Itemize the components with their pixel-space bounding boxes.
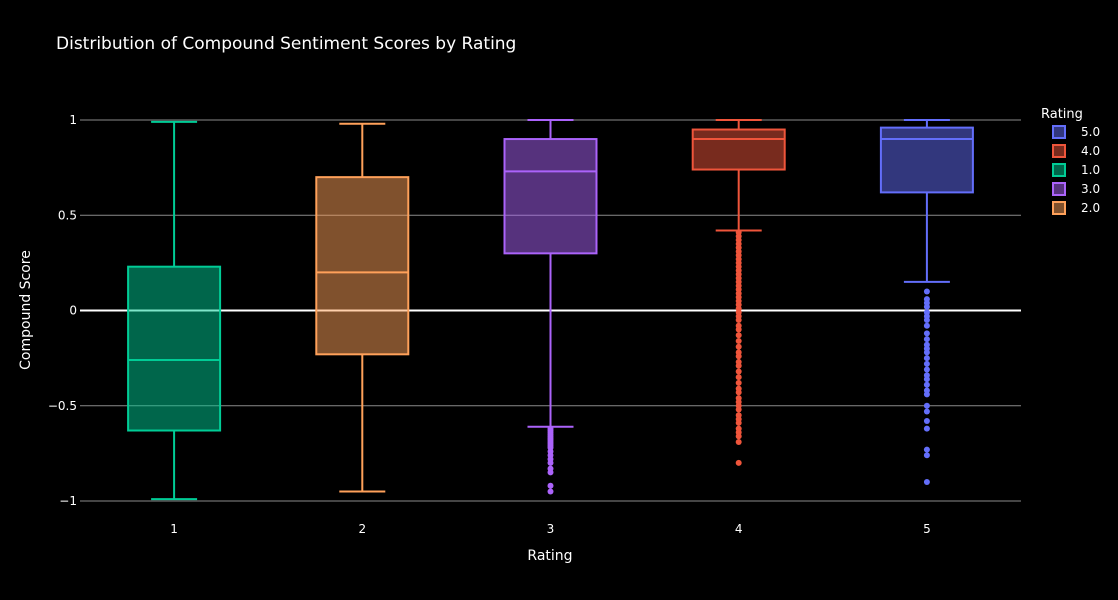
box-series-3 bbox=[503, 119, 598, 495]
iqr-box bbox=[127, 265, 222, 432]
legend-title: Rating bbox=[1041, 107, 1083, 122]
x-tick-label: 4 bbox=[735, 522, 743, 536]
outlier-point bbox=[735, 406, 742, 413]
outlier-point bbox=[735, 433, 742, 440]
outlier-point bbox=[735, 419, 742, 426]
x-tick-labels: 1 2 3 4 5 bbox=[170, 522, 930, 536]
box-series-5 bbox=[879, 119, 974, 485]
iqr-box bbox=[503, 138, 598, 255]
outlier-point bbox=[923, 336, 930, 343]
y-tick-label: −0.5 bbox=[48, 399, 77, 413]
outlier-point bbox=[923, 288, 930, 295]
outlier-point bbox=[735, 374, 742, 381]
legend-swatch bbox=[1052, 144, 1066, 158]
y-axis-title: Compound Score bbox=[18, 250, 34, 370]
outlier-point bbox=[923, 478, 930, 485]
x-tick-label: 2 bbox=[358, 522, 366, 536]
outlier-point bbox=[923, 452, 930, 459]
outlier-point bbox=[735, 337, 742, 344]
iqr-box bbox=[691, 128, 786, 171]
outlier-point bbox=[735, 317, 742, 324]
outlier-point bbox=[923, 446, 930, 453]
outlier-point bbox=[923, 349, 930, 356]
x-tick-label: 5 bbox=[923, 522, 931, 536]
outlier-point bbox=[923, 317, 930, 324]
y-tick-label: −1 bbox=[59, 494, 77, 508]
x-tick-label: 1 bbox=[170, 522, 178, 536]
outlier-point bbox=[923, 360, 930, 367]
outlier-point bbox=[735, 326, 742, 333]
outlier-point bbox=[923, 408, 930, 415]
iqr-box bbox=[879, 126, 974, 194]
outlier-point bbox=[923, 417, 930, 424]
legend-swatch bbox=[1052, 163, 1066, 177]
outlier-point bbox=[735, 438, 742, 445]
y-tick-label: 1 bbox=[69, 113, 77, 127]
outlier-point bbox=[923, 402, 930, 409]
legend: Rating 5.0 4.0 1.0 3.0 2.0 bbox=[1041, 107, 1100, 215]
y-tick-label: 0.5 bbox=[58, 208, 77, 222]
outlier-point bbox=[735, 389, 742, 396]
y-tick-labels: −1 −0.5 0 0.5 1 bbox=[48, 113, 77, 508]
outlier-point bbox=[923, 330, 930, 337]
outlier-point bbox=[923, 355, 930, 362]
y-tick-label: 0 bbox=[69, 304, 77, 318]
outlier-point bbox=[735, 332, 742, 339]
outlier-point bbox=[735, 368, 742, 375]
outlier-point bbox=[923, 391, 930, 398]
box-series-1 bbox=[127, 120, 222, 501]
outlier-point bbox=[547, 459, 554, 466]
outlier-point bbox=[735, 362, 742, 369]
outlier-point bbox=[547, 482, 554, 489]
outlier-point bbox=[923, 322, 930, 329]
outlier-point bbox=[923, 376, 930, 383]
legend-label: 4.0 bbox=[1081, 144, 1100, 158]
boxes bbox=[127, 119, 974, 501]
legend-label: 1.0 bbox=[1081, 163, 1100, 177]
legend-swatch bbox=[1052, 125, 1066, 139]
outlier-point bbox=[923, 425, 930, 432]
outlier-point bbox=[735, 353, 742, 360]
iqr-box bbox=[315, 176, 410, 356]
legend-swatch bbox=[1052, 182, 1066, 196]
box-series-4 bbox=[691, 119, 786, 466]
box-series-2 bbox=[315, 122, 410, 493]
outlier-point bbox=[923, 303, 930, 310]
legend-label: 3.0 bbox=[1081, 182, 1100, 196]
outlier-point bbox=[923, 366, 930, 373]
outlier-point bbox=[735, 379, 742, 386]
x-tick-label: 3 bbox=[547, 522, 555, 536]
legend-label: 2.0 bbox=[1081, 201, 1100, 215]
x-axis-title: Rating bbox=[527, 548, 572, 564]
legend-label: 5.0 bbox=[1081, 125, 1100, 139]
outlier-point bbox=[547, 488, 554, 495]
legend-swatch bbox=[1052, 201, 1066, 215]
outlier-point bbox=[547, 469, 554, 476]
outlier-point bbox=[923, 381, 930, 388]
outlier-point bbox=[735, 343, 742, 350]
outlier-point bbox=[735, 459, 742, 466]
chart-title: Distribution of Compound Sentiment Score… bbox=[56, 34, 517, 54]
